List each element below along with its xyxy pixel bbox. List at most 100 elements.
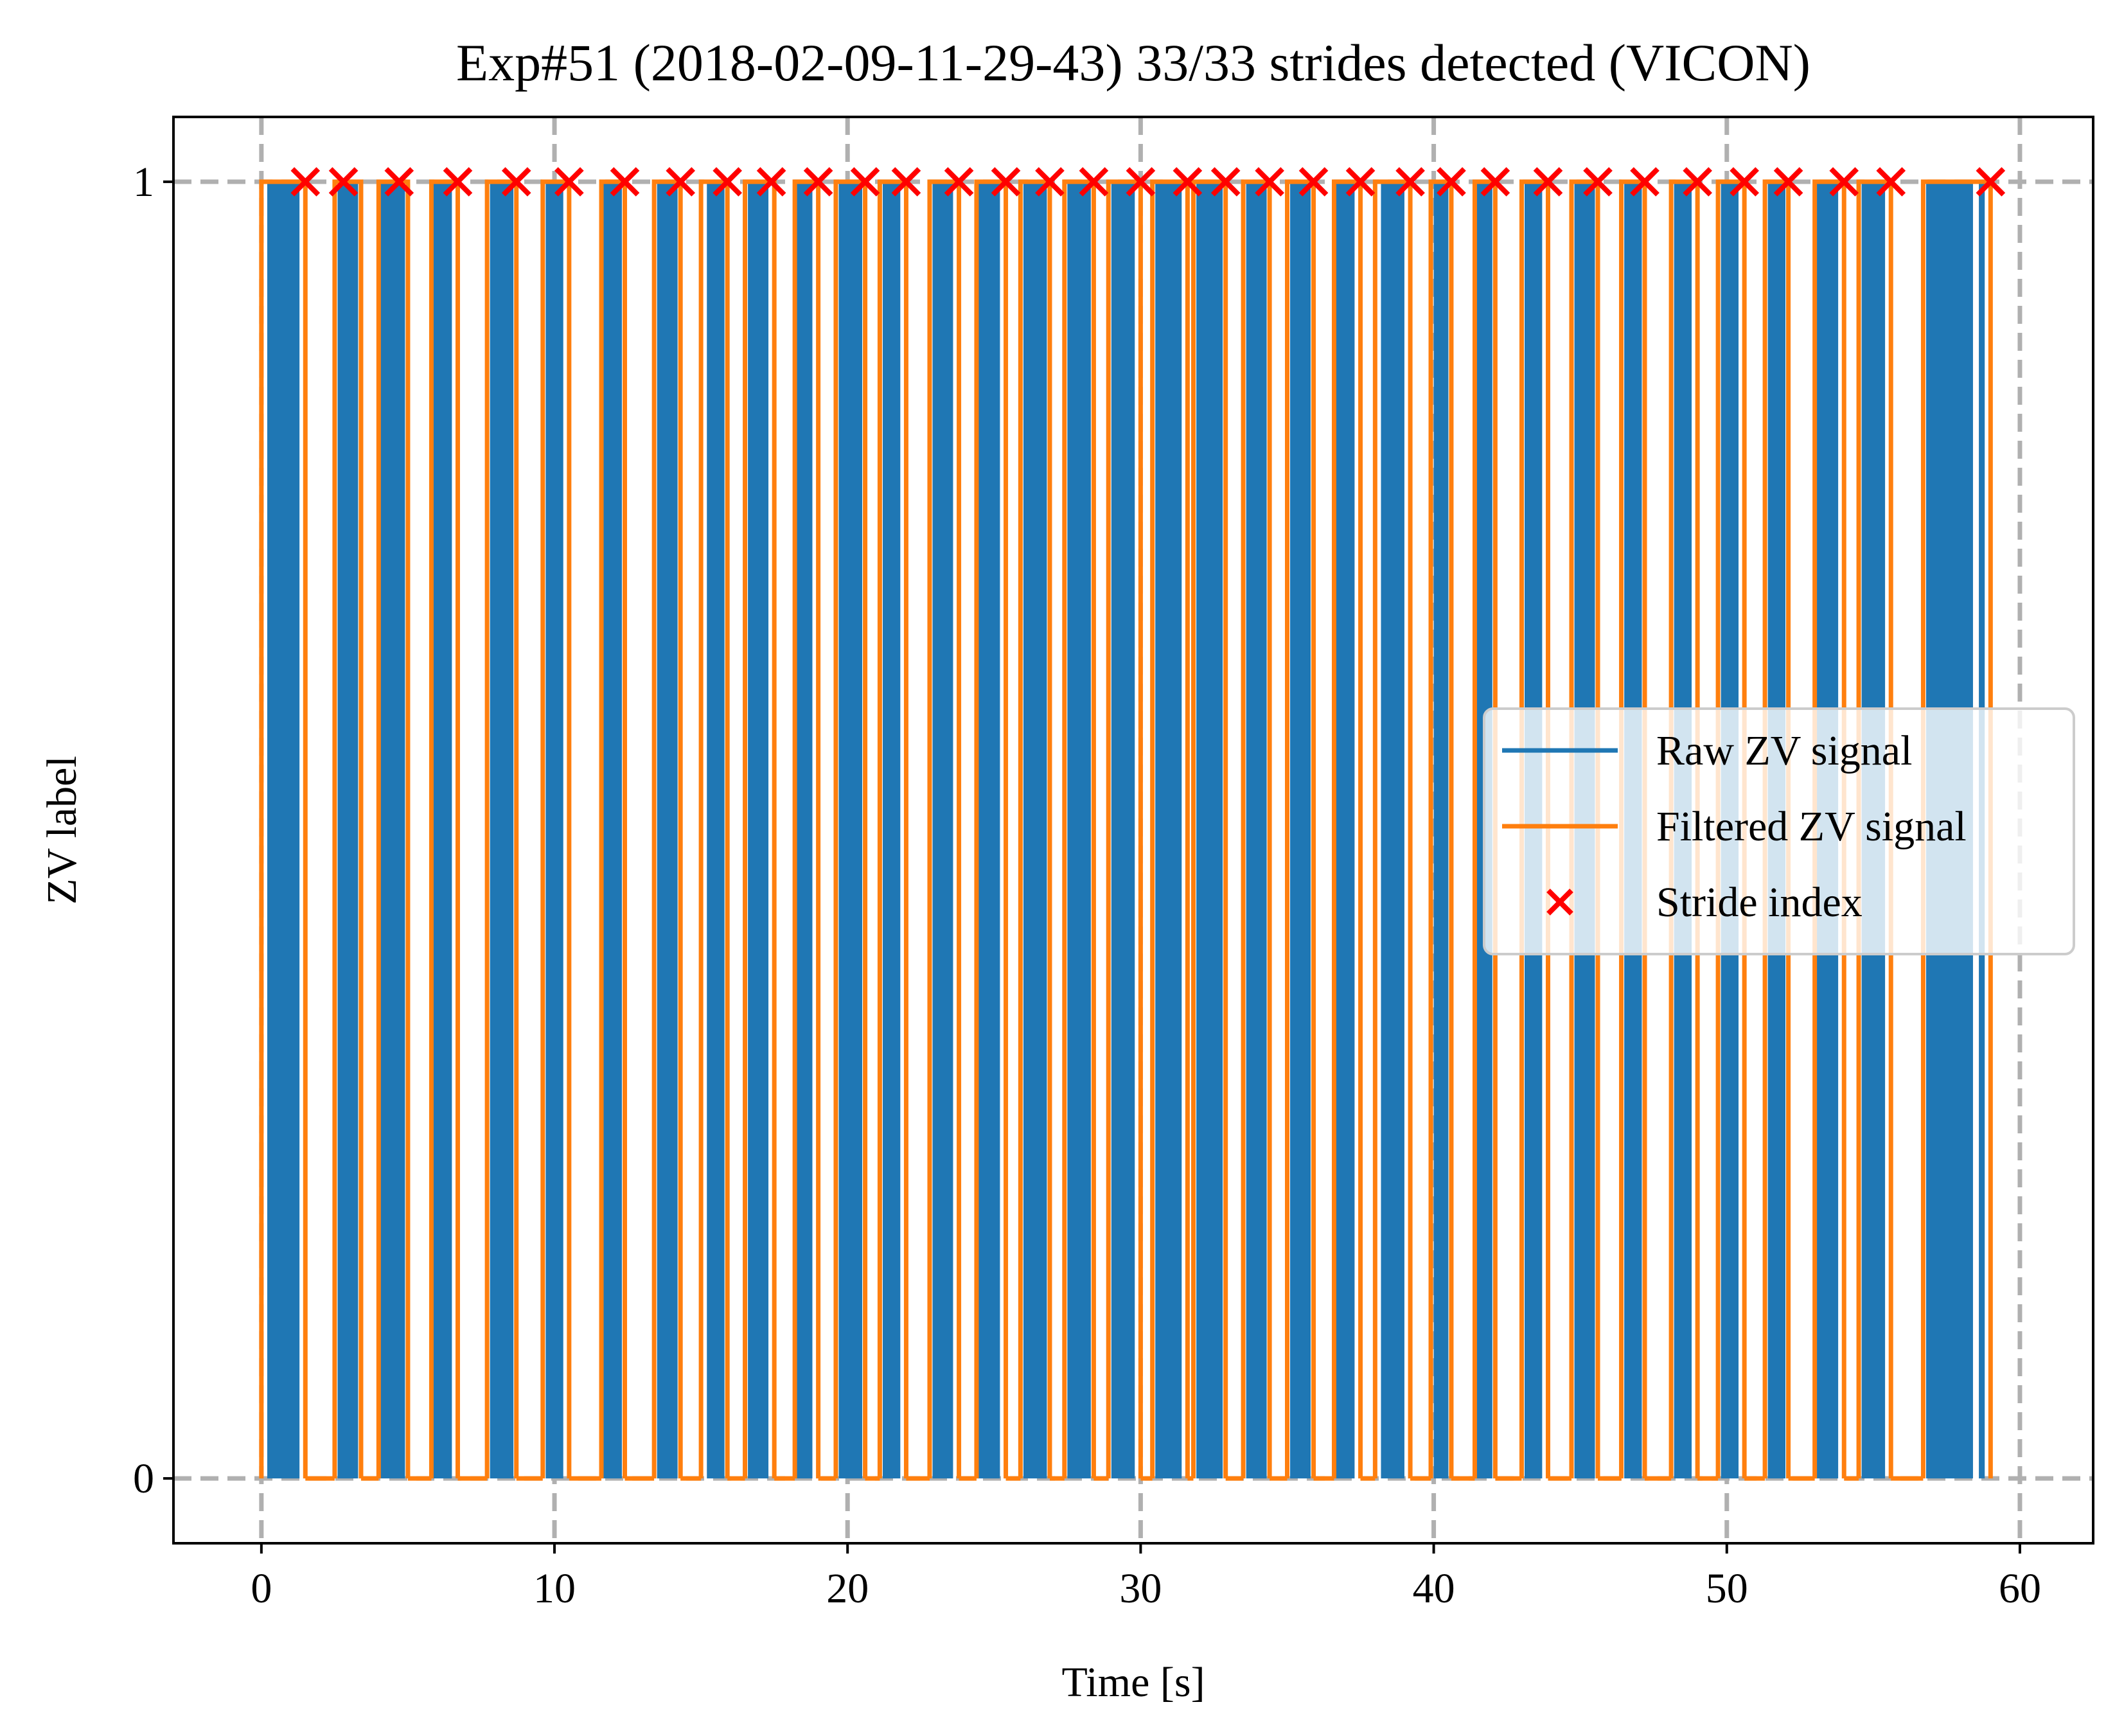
stride-marker-stroke	[610, 167, 640, 197]
stride-marker	[1345, 167, 1376, 197]
stride-marker-stroke	[1630, 167, 1659, 197]
x-tick-label: 60	[1999, 1565, 2041, 1612]
stride-marker	[1210, 167, 1241, 197]
stride-marker-stroke	[501, 167, 531, 197]
stride-marker	[944, 167, 974, 197]
stride-marker	[1173, 167, 1203, 197]
raw-zv-band	[1290, 181, 1311, 1479]
raw-zv-band	[337, 181, 358, 1479]
stride-marker-stroke	[1079, 167, 1109, 197]
stride-marker	[328, 167, 358, 197]
stride-marker	[443, 167, 473, 197]
raw-zv-band	[707, 181, 725, 1479]
stride-marker	[1683, 167, 1712, 197]
stride-marker	[610, 167, 640, 197]
stride-marker-stroke	[1126, 167, 1156, 197]
stride-marker-stroke	[384, 167, 414, 197]
filtered-zv-step	[259, 179, 308, 1479]
plot-frame	[172, 116, 2094, 1545]
x-tick-label: 10	[533, 1565, 576, 1612]
stride-marker-stroke	[1773, 167, 1803, 197]
stride-marker	[1437, 167, 1466, 197]
raw-zv-band	[838, 181, 863, 1479]
x-axis-label: Time [s]	[1061, 1659, 1205, 1706]
filtered-zv-step	[927, 179, 962, 1479]
filtered-zv-step	[1150, 179, 1190, 1479]
raw-zv-band	[378, 181, 405, 1479]
stride-marker-stroke	[1035, 167, 1065, 197]
filtered-zv-step	[792, 179, 821, 1479]
stride-marker	[1583, 167, 1613, 197]
stride-marker-stroke	[1583, 167, 1613, 197]
stride-marker	[1395, 167, 1425, 197]
stride-marker-stroke	[1173, 167, 1203, 197]
stride-marker-stroke	[944, 167, 974, 197]
stride-marker	[1876, 167, 1906, 197]
filtered-zv-step	[1106, 179, 1143, 1479]
y-axis-ticks: 01	[133, 159, 173, 1502]
stride-marker	[891, 167, 921, 197]
legend-stride-label: Stride index	[1656, 879, 1863, 926]
raw-zv-band	[431, 181, 452, 1479]
raw-zv-band	[1155, 181, 1182, 1479]
legend-filtered-label: Filtered ZV signal	[1656, 803, 1967, 850]
filtered-zv-step	[1331, 179, 1363, 1479]
stride-marker	[1533, 167, 1563, 197]
x-tick-label: 30	[1119, 1565, 1162, 1612]
filtered-zv-step	[1191, 179, 1228, 1479]
stride-marker-stroke	[1730, 167, 1759, 197]
stride-marker-stroke	[803, 167, 833, 197]
raw-zv-band	[490, 181, 514, 1479]
stride-marker-stroke	[1876, 167, 1906, 197]
stride-marker-stroke	[1210, 167, 1241, 197]
raw-zv-band	[1334, 181, 1355, 1479]
filtered-zv-step	[1372, 179, 1413, 1479]
filtered-zv-step	[1428, 179, 1454, 1479]
stride-marker	[1773, 167, 1803, 197]
legend-box	[1483, 707, 2075, 955]
filtered-zv-step	[332, 179, 364, 1479]
raw-zv-band	[932, 181, 953, 1479]
stride-marker	[501, 167, 531, 197]
raw-zv-band	[1196, 181, 1223, 1479]
stride-marker-stroke	[554, 167, 584, 197]
raw-zv-band	[748, 181, 769, 1479]
stride-marker-stroke	[290, 167, 321, 197]
chart-title: Exp#51 (2018-02-09-11-29-43) 33/33 strid…	[456, 33, 1810, 92]
raw-zv-band	[657, 181, 678, 1479]
raw-zv-band	[882, 181, 901, 1479]
filtered-zv-step	[833, 179, 868, 1479]
y-tick-label: 1	[133, 159, 154, 206]
stride-marker	[666, 167, 696, 197]
legend-stride-stroke	[1546, 889, 1573, 916]
stride-marker-stroke	[1829, 167, 1859, 197]
filtered-zv-step	[484, 179, 519, 1479]
filtered-zv-step	[1241, 179, 1272, 1479]
filtered-zv-step	[974, 179, 1009, 1479]
stride-marker	[803, 167, 833, 197]
raw-zv-band	[1246, 181, 1267, 1479]
stride-marker	[1126, 167, 1156, 197]
stride-marker-stroke	[1345, 167, 1376, 197]
raw-zv-band	[267, 181, 300, 1479]
stride-marker-stroke	[328, 167, 358, 197]
stride-marker-stroke	[1255, 167, 1284, 197]
legend-stride-swatch	[1546, 889, 1573, 916]
filtered-zv-step	[1285, 179, 1316, 1479]
filtered-zv-step	[877, 179, 908, 1479]
stride-marker	[1829, 167, 1859, 197]
stride-marker-stroke	[1298, 167, 1329, 197]
filtered-zv-step	[1018, 179, 1052, 1479]
filtered-zv-step	[743, 179, 777, 1479]
stride-marker-stroke	[1395, 167, 1425, 197]
stride-marker-stroke	[712, 167, 743, 197]
stride-marker	[1079, 167, 1109, 197]
stride-marker	[756, 167, 786, 197]
legend: Raw ZV signal Filtered ZV signal Stride …	[1483, 707, 2075, 955]
stride-marker	[1976, 167, 2006, 197]
stride-marker-stroke	[1533, 167, 1563, 197]
stride-marker	[384, 167, 414, 197]
filtered-zv-step	[376, 179, 411, 1479]
stride-marker-stroke	[443, 167, 473, 197]
